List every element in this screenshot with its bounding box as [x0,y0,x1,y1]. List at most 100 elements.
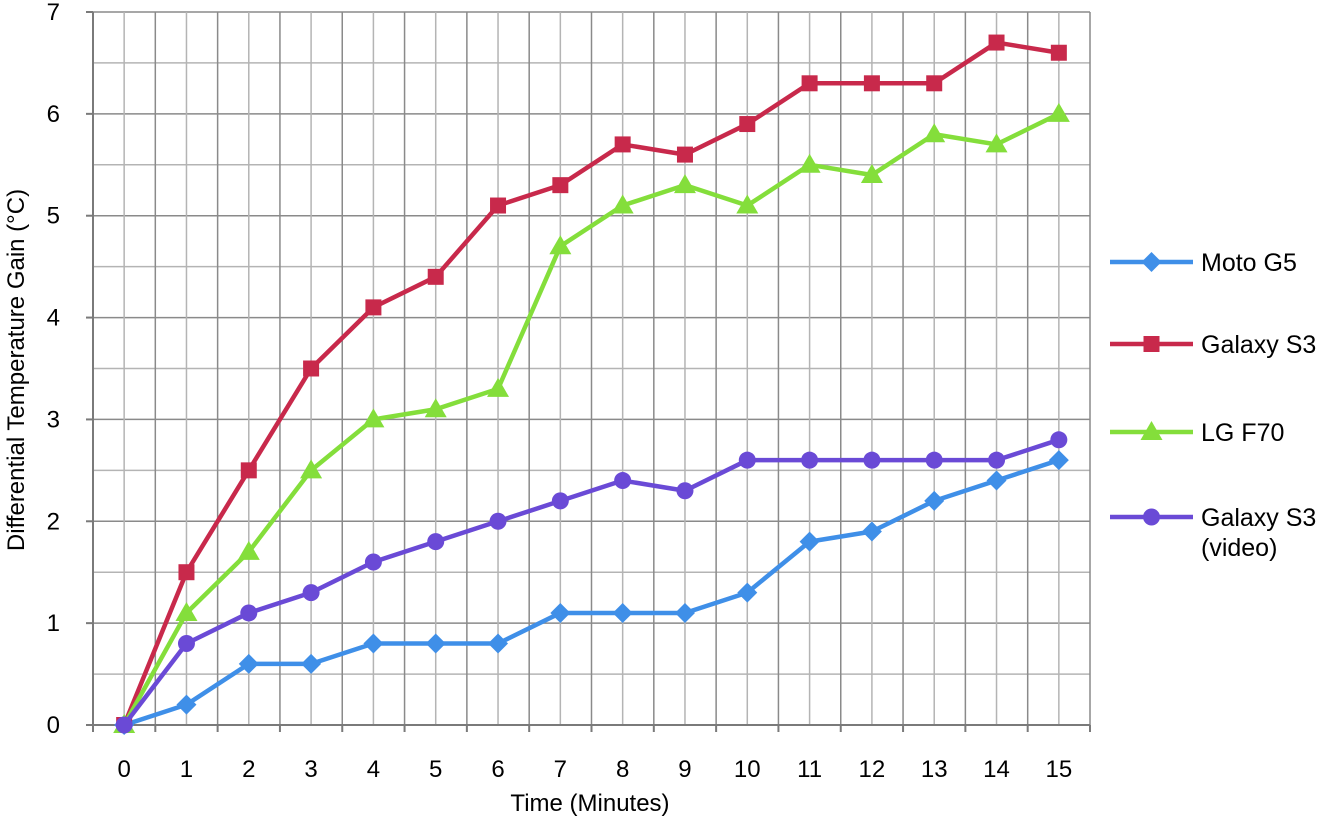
data-point-lg-f70 [673,174,696,194]
data-point-moto-g5 [363,633,384,654]
x-tick-label: 11 [797,756,822,783]
legend-swatch-marker [1143,336,1160,352]
data-point-galaxy-s3 [1050,44,1067,61]
y-tick-label: 0 [47,712,60,739]
y-tick-label: 5 [47,203,60,230]
series-line-lg-f70 [122,111,1060,727]
data-point-galaxy-s3 [365,299,382,316]
data-point-galaxy-s3-video [489,512,507,530]
data-point-moto-g5 [737,582,758,603]
x-tick-label: 4 [367,756,380,783]
data-point-moto-g5 [799,531,820,552]
data-point-lg-f70 [175,601,198,621]
data-point-galaxy-s3 [552,177,569,194]
legend-label-line: Galaxy S3 [1201,331,1316,359]
data-point-galaxy-s3 [988,34,1005,51]
y-tick-label: 6 [47,101,60,128]
x-tick-label: 8 [616,756,629,783]
data-point-moto-g5 [488,633,509,654]
data-point-lg-f70 [487,377,510,397]
x-tick-label: 13 [921,756,948,783]
x-axis-title: Time (Minutes) [510,790,669,817]
data-point-lg-f70 [549,235,572,255]
x-tick-label: 14 [983,756,1010,783]
legend-label-line: Galaxy S3 [1201,504,1316,532]
legend-swatch-marker [1143,508,1160,526]
data-point-galaxy-s3 [614,136,631,153]
x-tick-label: 7 [554,756,567,783]
legend-label-line: (video) [1201,534,1277,562]
data-point-lg-f70 [362,408,385,428]
data-point-moto-g5 [612,602,633,623]
x-tick-label: 10 [734,756,761,783]
x-tick-label: 3 [304,756,317,783]
x-tick-label: 5 [429,756,442,783]
data-point-lg-f70 [798,153,821,173]
data-point-galaxy-s3 [863,75,880,92]
data-point-moto-g5 [1048,450,1069,471]
series-line-galaxy-s3-video [122,437,1060,727]
x-tick-label: 15 [1045,756,1072,783]
legend-item-galaxy-s3: Galaxy S3 [1110,331,1316,359]
data-point-lg-f70 [985,133,1008,153]
x-tick-label: 0 [117,756,130,783]
data-point-galaxy-s3-video [427,533,445,551]
data-point-galaxy-s3 [676,146,693,163]
data-point-galaxy-s3-video [302,584,320,602]
grid-layer [92,11,1091,726]
data-point-moto-g5 [425,633,446,654]
series-line-moto-g5 [123,458,1060,728]
data-point-moto-g5 [861,521,882,542]
data-point-galaxy-s3-video [738,451,756,469]
legend-item-lg-f70: LG F70 [1110,419,1284,447]
data-point-lg-f70 [611,194,634,214]
series-moto-g5 [114,450,1069,735]
legend-label: Galaxy S3 (video) [1201,504,1316,562]
data-point-galaxy-s3-video [614,472,632,490]
legend-label-line: Moto G5 [1201,249,1297,277]
y-tick-label: 2 [47,508,60,535]
legend-label-line: LG F70 [1201,419,1284,447]
data-point-galaxy-s3-video [925,451,943,469]
data-point-moto-g5 [924,490,945,511]
data-point-galaxy-s3-video [551,492,569,510]
data-point-galaxy-s3 [926,75,943,92]
data-point-lg-f70 [860,163,883,183]
data-point-galaxy-s3 [490,197,507,214]
data-point-galaxy-s3-video [364,553,382,571]
data-point-galaxy-s3-video [115,716,133,734]
x-tick-label: 12 [859,756,886,783]
data-point-galaxy-s3 [739,116,756,133]
series-lg-f70 [113,102,1070,733]
y-tick-label: 7 [47,0,60,26]
data-point-moto-g5 [550,602,571,623]
legend-label: Moto G5 [1201,249,1297,277]
data-point-galaxy-s3-video [801,451,819,469]
data-point-galaxy-s3-video [240,604,258,622]
data-point-moto-g5 [301,653,322,674]
data-point-galaxy-s3 [240,462,257,479]
data-point-galaxy-s3-video [863,451,881,469]
y-axis-title: Differential Temperature Gain (°C) [3,189,30,551]
data-point-galaxy-s3 [427,268,444,285]
data-point-galaxy-s3 [801,75,818,92]
data-point-moto-g5 [674,602,695,623]
data-point-galaxy-s3-video [676,482,694,500]
legend-label: LG F70 [1201,419,1284,447]
legend-item-moto-g5: Moto G5 [1110,249,1297,277]
y-tick-label: 3 [47,406,60,433]
x-tick-label: 2 [242,756,255,783]
data-point-moto-g5 [986,470,1007,491]
data-point-galaxy-s3-video [988,451,1006,469]
data-point-lg-f70 [736,194,759,214]
data-point-lg-f70 [923,123,946,143]
legend-item-galaxy-s3-video: Galaxy S3 (video) [1110,504,1316,562]
data-point-lg-f70 [1047,102,1070,122]
series-galaxy-s3 [116,34,1067,733]
y-tick-label: 4 [47,305,60,332]
x-tick-label: 6 [491,756,504,783]
legend-label: Galaxy S3 [1201,331,1316,359]
